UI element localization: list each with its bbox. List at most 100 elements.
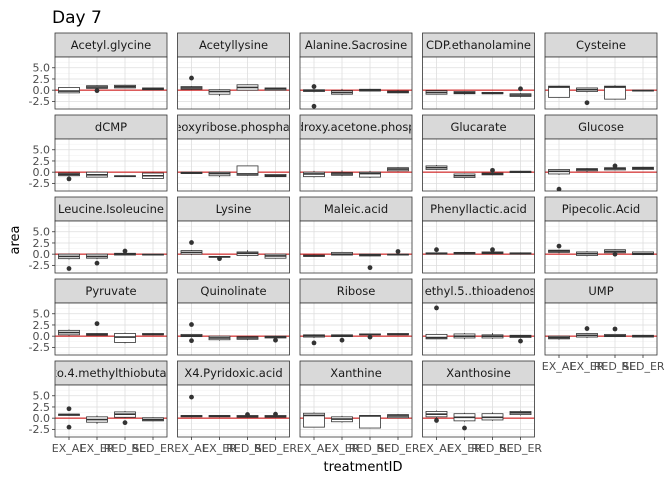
facet-strip-label: X4.Pyridoxic.acid	[184, 366, 282, 380]
facet-strip-label: dCMP	[95, 120, 127, 134]
outlier-point	[612, 163, 618, 169]
panel-background	[177, 303, 290, 355]
facet-panel: Acetyl.glycine -2.50.02.55.0	[29, 32, 168, 110]
box	[632, 89, 654, 92]
facet-strip-label: Xanthosine	[446, 366, 511, 380]
facet-panel: Deoxyribose.phosphate	[165, 114, 301, 192]
panel-border	[177, 302, 290, 356]
facet-panel: dCMP -2.50.02.55.0	[29, 114, 168, 192]
facet-strip	[177, 32, 290, 58]
panel-border	[299, 220, 413, 274]
facet-strip-label: Deoxyribose.phosphate	[165, 120, 301, 134]
x-tick-label: EX_AE	[542, 360, 577, 373]
outlier-point	[122, 248, 128, 254]
outlier-point	[94, 321, 100, 327]
y-tick-label: -2.5	[29, 259, 50, 272]
y-tick-label: -2.5	[29, 423, 50, 436]
box	[142, 172, 164, 179]
box	[180, 322, 203, 344]
outlier-point	[217, 256, 222, 262]
box	[236, 336, 259, 341]
box	[481, 91, 504, 95]
outlier-point	[189, 394, 194, 400]
facet-strip	[177, 278, 290, 304]
facet-strip	[422, 32, 535, 58]
outlier-point	[66, 424, 72, 430]
x-tick-label: EX_ER	[570, 360, 605, 373]
box	[481, 167, 504, 176]
box	[509, 410, 532, 416]
facet-strip-label: Ribose	[337, 284, 376, 298]
x-tick-label: RED_SE	[594, 360, 637, 373]
x-tick-label: RED_ER	[254, 442, 298, 455]
panel-background	[422, 385, 535, 437]
panel-border	[177, 384, 290, 438]
box	[114, 84, 136, 89]
facet-strip-label: CDP.ethanolamine	[426, 38, 531, 52]
box	[425, 165, 448, 170]
box	[509, 86, 532, 98]
box	[604, 326, 626, 338]
box	[142, 417, 164, 422]
box	[58, 253, 80, 271]
box	[387, 249, 409, 256]
panel-background	[422, 57, 535, 109]
y-tick-label: -2.5	[29, 177, 50, 190]
box	[387, 414, 409, 419]
box	[604, 163, 626, 171]
box	[86, 85, 108, 94]
panel-border	[422, 384, 535, 438]
panel-border	[299, 56, 413, 110]
facet-strip	[299, 360, 413, 386]
chart-title: Day 7	[52, 8, 102, 28]
gridlines	[177, 221, 290, 273]
outlier-point	[189, 338, 194, 344]
box	[142, 253, 164, 256]
gridlines	[545, 57, 657, 109]
box	[208, 89, 231, 96]
box-iqr	[236, 165, 259, 176]
box	[331, 251, 353, 256]
x-tick-label: EX_ER	[447, 442, 482, 455]
box	[236, 412, 259, 418]
facet-strip	[422, 196, 535, 222]
outlier-point	[490, 247, 495, 253]
x-tick-label: EX_ER	[325, 442, 360, 455]
box	[359, 88, 381, 92]
box	[236, 250, 259, 257]
outlier-point	[122, 420, 128, 426]
panel-border	[299, 302, 413, 356]
box	[180, 171, 203, 174]
box-iqr	[359, 171, 381, 178]
panel-background	[422, 139, 535, 191]
panel-background	[55, 385, 167, 437]
facet-strip	[177, 114, 290, 140]
panel-border	[422, 302, 535, 356]
outlier-point	[434, 247, 439, 253]
facet-panel: Phenyllactic.acid	[422, 196, 535, 274]
box	[604, 85, 626, 100]
box-iqr	[604, 85, 626, 100]
outlier-point	[462, 425, 467, 431]
panel-background	[177, 57, 290, 109]
y-tick-label: -2.5	[29, 95, 50, 108]
box	[331, 334, 353, 343]
x-tick-label: EX_AE	[52, 442, 87, 455]
outlier-point	[584, 326, 590, 331]
box	[236, 165, 259, 176]
box	[58, 329, 80, 336]
box-iqr	[359, 415, 381, 429]
box	[425, 305, 448, 340]
facet-panel: Alanine.Sacrosine	[299, 32, 413, 110]
box	[453, 173, 476, 179]
panel-background	[55, 221, 167, 273]
y-tick-label: 0.0	[33, 330, 51, 343]
box	[359, 253, 381, 271]
panel-border	[299, 138, 413, 192]
box	[303, 334, 325, 346]
outlier-point	[584, 100, 590, 106]
facet-strip	[54, 278, 168, 304]
gridlines	[300, 57, 412, 109]
